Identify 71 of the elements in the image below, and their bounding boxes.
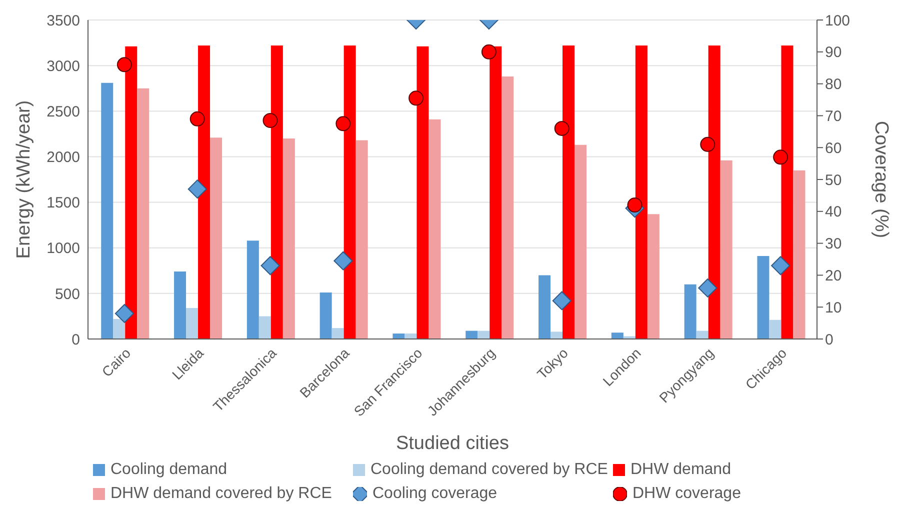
bar: [186, 308, 198, 339]
y2-axis-title: Coverage (%): [870, 120, 892, 238]
point: [627, 198, 642, 213]
bar: [574, 144, 587, 339]
bar: [611, 332, 624, 339]
point: [552, 291, 572, 310]
legend-label: Cooling demand covered by RCE: [370, 461, 608, 479]
point: [260, 256, 280, 276]
legend-label: DHW coverage: [632, 485, 741, 503]
point: [408, 90, 424, 106]
y2-tick-label: 100: [825, 12, 850, 30]
y2-tick-label: 0: [825, 331, 834, 348]
point: [554, 120, 570, 136]
bar: [332, 328, 344, 339]
bar: [210, 138, 222, 339]
legend-label: Cooling coverage: [372, 485, 498, 503]
legend-label: DHW demand covered by RCE: [110, 485, 332, 503]
bar: [769, 320, 782, 339]
point: [188, 180, 207, 199]
bar: [137, 88, 150, 339]
bar: [428, 119, 441, 339]
point: [336, 116, 351, 132]
point: [114, 304, 134, 323]
bar: [258, 316, 271, 339]
y-tick-label: 1500: [46, 194, 80, 212]
bar: [356, 140, 368, 339]
y-tick-label: 500: [54, 286, 80, 303]
bar: [696, 330, 708, 339]
point: [700, 136, 716, 152]
point: [698, 278, 718, 298]
bar: [478, 330, 490, 339]
bar: [101, 82, 114, 339]
y-tick-label: 2500: [46, 103, 80, 120]
point: [190, 111, 205, 126]
bar: [174, 272, 186, 339]
y2-tick-label: 10: [825, 299, 842, 316]
y-tick-label: 2000: [46, 149, 80, 166]
bar: [647, 214, 660, 339]
legend-label: Cooling demand: [110, 461, 228, 479]
y-tick-label: 3000: [46, 58, 80, 75]
legend-label: DHW demand: [630, 461, 731, 479]
bar: [793, 170, 806, 339]
bar: [502, 76, 514, 339]
y2-tick-label: 80: [825, 76, 842, 94]
x-axis-title: Studied cities: [396, 433, 510, 454]
y-tick-label: 3500: [46, 12, 80, 30]
y-axis-title: Energy (kWh/year): [14, 100, 35, 259]
y2-tick-label: 60: [825, 140, 842, 157]
y2-tick-label: 70: [825, 108, 842, 126]
point: [773, 150, 788, 165]
point: [771, 256, 790, 276]
y-tick-label: 0: [72, 331, 80, 348]
bar: [113, 318, 126, 339]
bar: [392, 334, 405, 339]
bar: [466, 330, 478, 339]
bar: [720, 160, 732, 339]
y2-tick-label: 20: [825, 268, 842, 285]
y2-tick-label: 40: [825, 204, 842, 221]
y2-tick-label: 90: [825, 44, 842, 62]
point: [334, 251, 353, 270]
bar: [757, 256, 770, 339]
point: [262, 112, 278, 128]
y2-tick-label: 50: [825, 172, 842, 189]
point: [481, 44, 496, 60]
y-tick-label: 1000: [46, 240, 80, 258]
bar: [320, 292, 332, 339]
bar: [282, 138, 295, 339]
y2-tick-label: 30: [825, 236, 842, 253]
bar: [404, 334, 417, 339]
point: [116, 57, 132, 72]
bar: [550, 332, 563, 339]
